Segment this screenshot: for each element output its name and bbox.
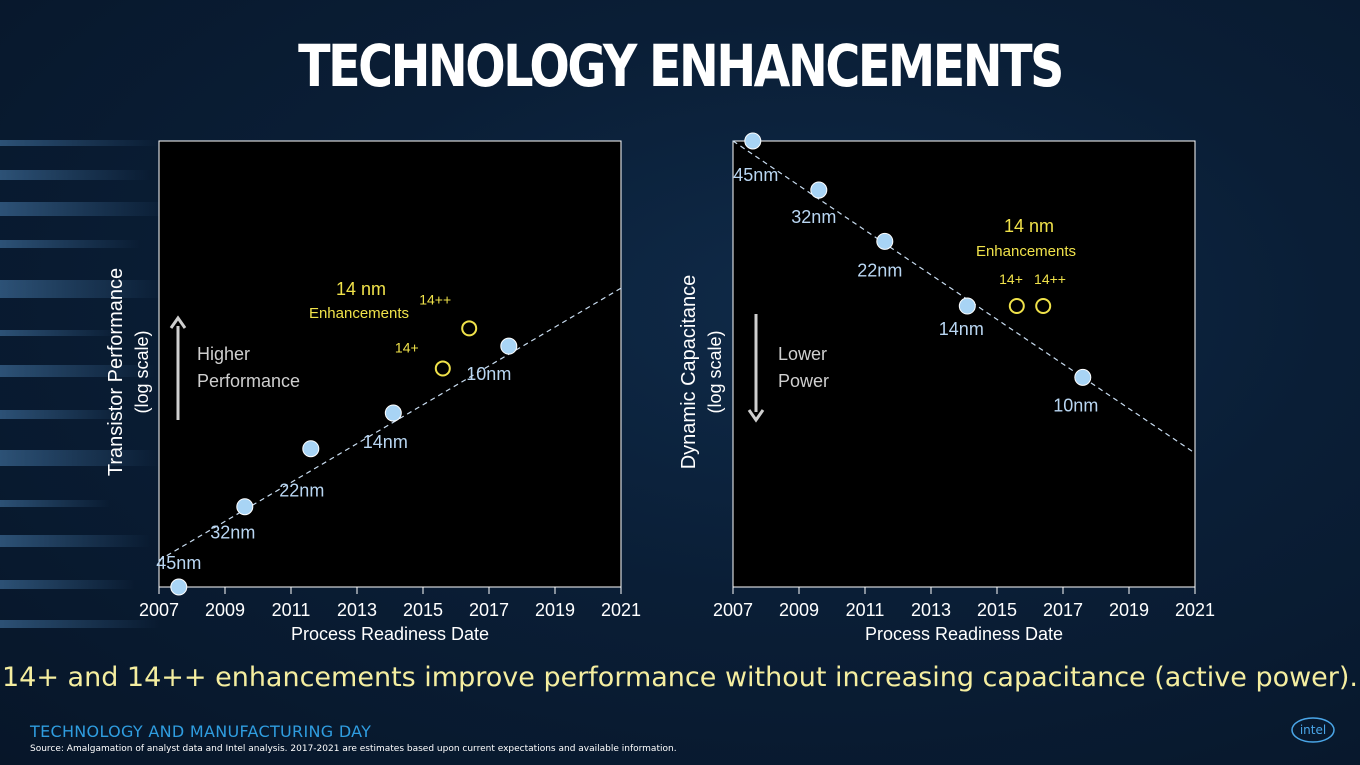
data-label-14nm: 14nm — [939, 319, 984, 339]
x-tick-label: 2013 — [911, 600, 951, 620]
data-point-14nm — [958, 297, 976, 315]
y-axis-sublabel: (log scale) — [132, 330, 152, 413]
enhancement-title: 14 nm — [336, 279, 386, 299]
intel-logo: intel — [1291, 717, 1335, 743]
direction-text: Performance — [197, 371, 300, 391]
data-label-45nm: 45nm — [156, 553, 201, 573]
x-tick-label: 2009 — [779, 600, 819, 620]
data-point-10nm — [1074, 368, 1092, 386]
x-tick-label: 2011 — [272, 600, 311, 620]
intel-logo-text: intel — [1300, 723, 1326, 737]
data-point-45nm — [744, 132, 762, 150]
x-tick-label: 2021 — [601, 600, 641, 620]
y-axis-label: Transistor Performance — [105, 268, 127, 476]
data-point-45nm — [170, 578, 188, 596]
x-tick-label: 2019 — [535, 600, 575, 620]
x-tick-label: 2011 — [846, 600, 885, 620]
data-label-10nm: 10nm — [466, 364, 511, 384]
footer-event-name: TECHNOLOGY AND MANUFACTURING DAY — [30, 722, 372, 741]
y-axis-label: Dynamic Capacitance — [678, 275, 700, 470]
data-point-32nm — [236, 498, 254, 516]
x-tick-label: 2017 — [469, 600, 509, 620]
direction-arrow-head — [169, 315, 187, 329]
enhancement-point-14++ — [1035, 298, 1052, 315]
data-point-32nm — [810, 181, 828, 199]
direction-text: Higher — [197, 344, 250, 364]
trend-line — [732, 140, 1196, 454]
x-tick-label: 2015 — [977, 600, 1017, 620]
data-label-22nm: 22nm — [279, 481, 324, 501]
data-point-14nm — [384, 404, 402, 422]
enhancement-point-14++ — [461, 320, 478, 337]
enhancement-label-14++: 14++ — [419, 291, 451, 307]
enhancement-label-14++: 14++ — [1034, 271, 1066, 287]
enhancement-label-14+: 14+ — [395, 339, 419, 355]
enhancement-point-14+ — [1008, 298, 1025, 315]
enhancement-label-14+: 14+ — [999, 271, 1023, 287]
x-tick-label: 2007 — [713, 600, 753, 620]
data-label-22nm: 22nm — [857, 260, 902, 280]
charts-canvas: 2007 2009 2011 2013 2015 2017 2019 2021 Process … — [105, 132, 1215, 644]
data-point-22nm — [876, 232, 894, 250]
plot-area — [158, 140, 622, 588]
enhancement-point-14+ — [434, 360, 451, 377]
x-tick-label: 2019 — [1109, 600, 1149, 620]
data-point-10nm — [500, 337, 518, 355]
data-label-45nm: 45nm — [733, 165, 778, 185]
caption: 14+ and 14++ enhancements improve perfor… — [1, 662, 1359, 693]
data-label-10nm: 10nm — [1053, 395, 1098, 415]
plot-area — [732, 140, 1196, 588]
x-tick-label: 2007 — [139, 600, 179, 620]
y-axis-sublabel: (log scale) — [705, 330, 725, 413]
enhancement-title: 14 nm — [1004, 216, 1054, 236]
direction-arrow-head — [747, 409, 765, 423]
x-axis-label: Process Readiness Date — [865, 624, 1063, 644]
data-point-22nm — [302, 440, 320, 458]
x-tick-label: 2021 — [1175, 600, 1215, 620]
x-axis-label: Process Readiness Date — [291, 624, 489, 644]
x-tick-label: 2015 — [403, 600, 443, 620]
enhancement-subtitle: Enhancements — [309, 305, 409, 322]
enhancement-subtitle: Enhancements — [976, 243, 1076, 260]
footer-source: Source: Amalgamation of analyst data and… — [30, 744, 677, 754]
page-title: TECHNOLOGY ENHANCEMENTS — [298, 32, 1064, 100]
x-tick-label: 2013 — [337, 600, 377, 620]
data-label-32nm: 32nm — [210, 523, 255, 543]
x-tick-label: 2009 — [205, 600, 245, 620]
direction-text: Lower — [778, 344, 827, 364]
data-label-14nm: 14nm — [363, 432, 408, 452]
direction-text: Power — [778, 371, 829, 391]
data-label-32nm: 32nm — [791, 207, 836, 227]
x-tick-label: 2017 — [1043, 600, 1083, 620]
